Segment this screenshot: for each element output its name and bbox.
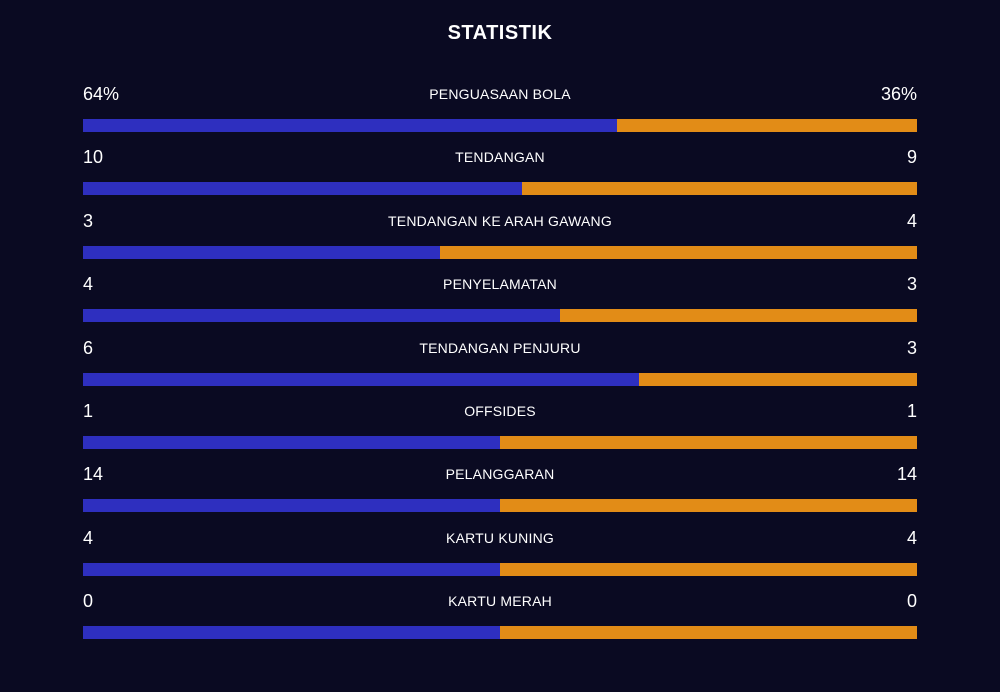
stat-bar bbox=[83, 372, 917, 386]
stat-name: KARTU MERAH bbox=[448, 593, 552, 610]
away-value: 1 bbox=[906, 400, 917, 421]
away-bar-segment bbox=[559, 309, 917, 323]
stats-title: STATISTIK bbox=[447, 22, 553, 44]
away-bar-segment bbox=[500, 435, 917, 449]
stat-bar bbox=[83, 182, 917, 196]
home-value: 10 bbox=[83, 147, 104, 168]
stat-row: 6 TENDANGAN PENJURU 3 bbox=[83, 334, 917, 397]
stat-row: 14 PELANGGARAN 14 bbox=[83, 460, 917, 523]
stat-name: KARTU KUNING bbox=[446, 529, 554, 546]
stat-bar bbox=[83, 499, 917, 513]
away-bar-segment bbox=[638, 372, 917, 386]
stat-bar bbox=[83, 119, 917, 132]
stat-labels: 10 TENDANGAN 9 bbox=[83, 143, 917, 171]
stat-labels: 1 OFFSIDES 1 bbox=[83, 397, 917, 425]
stat-row: 1 OFFSIDES 1 bbox=[83, 397, 917, 460]
stat-row: 4 KARTU KUNING 4 bbox=[83, 524, 917, 587]
home-value: 1 bbox=[83, 400, 94, 421]
stat-bar bbox=[83, 245, 917, 259]
away-value: 0 bbox=[906, 591, 917, 612]
stat-row: 4 PENYELAMATAN 3 bbox=[83, 270, 917, 333]
home-value: 0 bbox=[83, 591, 94, 612]
home-value: 64% bbox=[83, 84, 120, 104]
home-bar-segment bbox=[83, 309, 560, 323]
away-value: 4 bbox=[906, 527, 917, 548]
stat-labels: 0 KARTU MERAH 0 bbox=[83, 587, 917, 615]
home-bar-segment bbox=[83, 562, 500, 576]
away-bar-segment bbox=[521, 182, 917, 196]
stat-bar bbox=[83, 562, 917, 576]
stat-name: PENGUASAAN BOLA bbox=[429, 86, 571, 102]
stats-list: 64% PENGUASAAN BOLA 36% 10 TENDANGAN 9 3 TENDAN… bbox=[83, 80, 917, 651]
away-value: 3 bbox=[906, 274, 917, 295]
home-value: 3 bbox=[83, 210, 94, 231]
away-bar-segment bbox=[616, 119, 917, 132]
stat-bar bbox=[83, 626, 917, 640]
home-bar-segment bbox=[83, 626, 500, 640]
away-value: 36% bbox=[880, 84, 917, 104]
home-bar-segment bbox=[83, 435, 500, 449]
home-bar-segment bbox=[83, 372, 639, 386]
stat-name: PENYELAMATAN bbox=[443, 276, 557, 293]
stat-row: 64% PENGUASAAN BOLA 36% bbox=[83, 80, 917, 143]
home-bar-segment bbox=[83, 245, 441, 259]
stat-labels: 6 TENDANGAN PENJURU 3 bbox=[83, 334, 917, 362]
home-bar-segment bbox=[83, 182, 522, 196]
stat-labels: 3 TENDANGAN KE ARAH GAWANG 4 bbox=[83, 207, 917, 235]
away-value: 14 bbox=[896, 464, 917, 485]
away-value: 4 bbox=[906, 210, 917, 231]
stat-row: 0 KARTU MERAH 0 bbox=[83, 587, 917, 650]
home-value: 4 bbox=[83, 527, 94, 548]
stat-row: 3 TENDANGAN KE ARAH GAWANG 4 bbox=[83, 207, 917, 270]
stat-bar bbox=[83, 435, 917, 449]
stat-labels: 64% PENGUASAAN BOLA 36% bbox=[83, 80, 917, 108]
stat-name: OFFSIDES bbox=[464, 402, 536, 419]
home-value: 14 bbox=[83, 464, 104, 485]
stat-bar bbox=[83, 309, 917, 323]
stat-name: TENDANGAN bbox=[455, 149, 545, 166]
away-bar-segment bbox=[500, 562, 917, 576]
stat-labels: 14 PELANGGARAN 14 bbox=[83, 460, 917, 488]
stat-labels: 4 PENYELAMATAN 3 bbox=[83, 270, 917, 298]
stat-name: TENDANGAN KE ARAH GAWANG bbox=[388, 212, 612, 229]
home-bar-segment bbox=[83, 119, 617, 132]
away-bar-segment bbox=[440, 245, 917, 259]
stat-row: 10 TENDANGAN 9 bbox=[83, 143, 917, 206]
away-value: 9 bbox=[906, 147, 917, 168]
home-value: 4 bbox=[83, 274, 94, 295]
home-bar-segment bbox=[83, 499, 500, 513]
away-bar-segment bbox=[500, 626, 917, 640]
stat-labels: 4 KARTU KUNING 4 bbox=[83, 524, 917, 552]
away-bar-segment bbox=[500, 499, 917, 513]
away-value: 3 bbox=[906, 337, 917, 358]
stat-name: PELANGGARAN bbox=[445, 466, 555, 483]
stat-name: TENDANGAN PENJURU bbox=[419, 339, 581, 356]
home-value: 6 bbox=[83, 337, 94, 358]
